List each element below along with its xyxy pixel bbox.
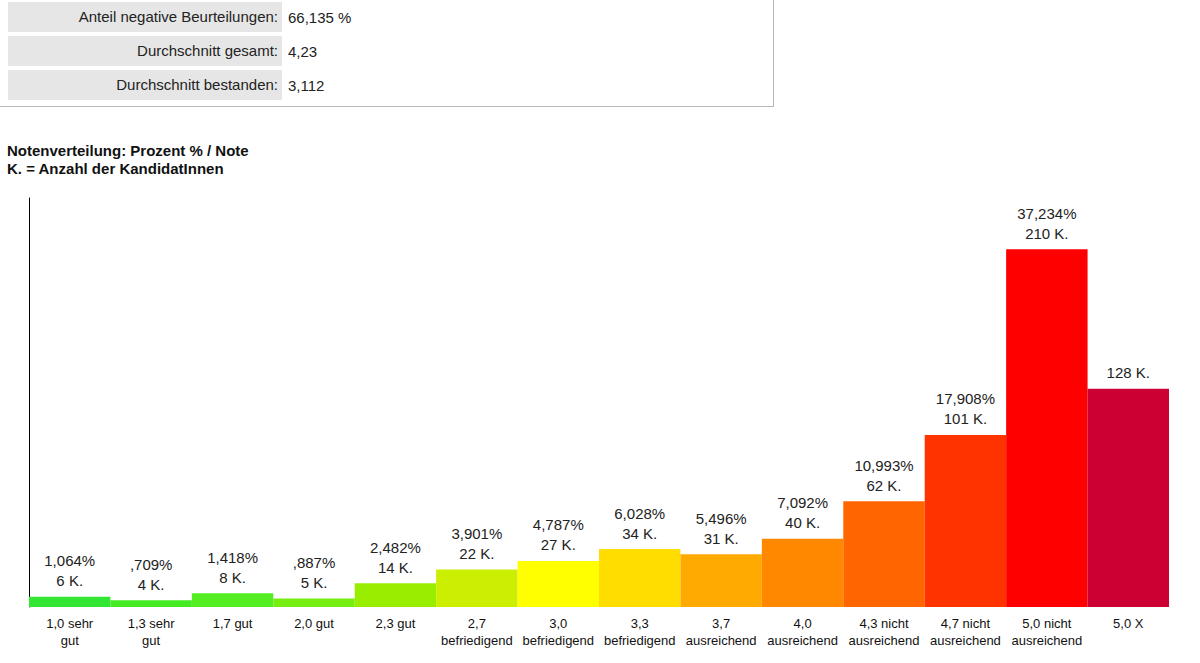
- svg-text:1,418%: 1,418%: [207, 549, 258, 566]
- svg-text:128 K.: 128 K.: [1107, 364, 1150, 381]
- svg-text:22 K.: 22 K.: [459, 545, 494, 562]
- svg-text:ausreichend: ausreichend: [849, 633, 920, 648]
- svg-text:6 K.: 6 K.: [56, 572, 83, 589]
- svg-text:ausreichend: ausreichend: [1011, 633, 1082, 648]
- svg-text:K. = Anzahl der KandidatInnen: K. = Anzahl der KandidatInnen: [7, 160, 224, 177]
- svg-text:befriedigend: befriedigend: [441, 633, 513, 648]
- svg-text:37,234%: 37,234%: [1017, 205, 1076, 222]
- svg-text:4,787%: 4,787%: [533, 516, 584, 533]
- svg-text:8 K.: 8 K.: [219, 569, 246, 586]
- svg-text:2,7: 2,7: [468, 616, 486, 631]
- html-text:Durchschnitt gesamt:: Durchschnitt gesamt:: [137, 42, 278, 59]
- svg-text:10,993%: 10,993%: [854, 457, 913, 474]
- svg-text:5,0 X: 5,0 X: [1113, 616, 1144, 631]
- svg-text:1,7 gut: 1,7 gut: [213, 616, 253, 631]
- svg-text:1,3 sehr: 1,3 sehr: [128, 616, 176, 631]
- svg-text:ausreichend: ausreichend: [767, 633, 838, 648]
- svg-text:2,3 gut: 2,3 gut: [376, 616, 416, 631]
- svg-text:6,028%: 6,028%: [614, 505, 665, 522]
- svg-text:ausreichend: ausreichend: [930, 633, 1001, 648]
- svg-text:4 K.: 4 K.: [138, 576, 165, 593]
- svg-text:,709%: ,709%: [130, 556, 173, 573]
- html-text:3,112: 3,112: [288, 76, 325, 94]
- svg-text:5,0 nicht: 5,0 nicht: [1022, 616, 1072, 631]
- svg-text:3,7: 3,7: [712, 616, 730, 631]
- svg-text:2,482%: 2,482%: [370, 539, 421, 556]
- svg-text:5 K.: 5 K.: [301, 574, 328, 591]
- svg-text:7,092%: 7,092%: [777, 494, 828, 511]
- svg-text:31 K.: 31 K.: [704, 530, 739, 547]
- svg-text:210 K.: 210 K.: [1025, 225, 1068, 242]
- svg-text:gut: gut: [61, 633, 79, 648]
- html-text:66,135 %: 66,135 %: [288, 8, 352, 26]
- svg-text:befriedigend: befriedigend: [604, 633, 676, 648]
- svg-text:101 K.: 101 K.: [944, 410, 987, 427]
- html-text:Anteil negative Beurteilungen:: Anteil negative Beurteilungen:: [78, 8, 278, 25]
- svg-text:5,496%: 5,496%: [696, 510, 747, 527]
- svg-text:ausreichend: ausreichend: [686, 633, 757, 648]
- svg-text:4,3 nicht: 4,3 nicht: [859, 616, 909, 631]
- svg-text:62 K.: 62 K.: [866, 477, 901, 494]
- html-text:Durchschnitt bestanden:: Durchschnitt bestanden:: [116, 76, 278, 93]
- svg-text:3,3: 3,3: [631, 616, 649, 631]
- svg-text:34 K.: 34 K.: [622, 525, 657, 542]
- svg-text:2,0 gut: 2,0 gut: [294, 616, 334, 631]
- svg-text:40 K.: 40 K.: [785, 514, 820, 531]
- svg-text:3,901%: 3,901%: [451, 525, 502, 542]
- html-text:4,23: 4,23: [288, 42, 318, 60]
- svg-text:27 K.: 27 K.: [541, 536, 576, 553]
- svg-text:17,908%: 17,908%: [936, 390, 995, 407]
- svg-text:gut: gut: [142, 633, 160, 648]
- svg-text:Notenverteilung: Prozent % / N: Notenverteilung: Prozent % / Note: [7, 142, 249, 159]
- svg-text:befriedigend: befriedigend: [523, 633, 595, 648]
- svg-text:1,0 sehr: 1,0 sehr: [46, 616, 94, 631]
- svg-text:3,0: 3,0: [549, 616, 567, 631]
- svg-text:4,0: 4,0: [794, 616, 812, 631]
- svg-text:4,7 nicht: 4,7 nicht: [941, 616, 991, 631]
- svg-text:,887%: ,887%: [293, 554, 336, 571]
- svg-text:14 K.: 14 K.: [378, 559, 413, 576]
- svg-text:1,064%: 1,064%: [44, 552, 95, 569]
